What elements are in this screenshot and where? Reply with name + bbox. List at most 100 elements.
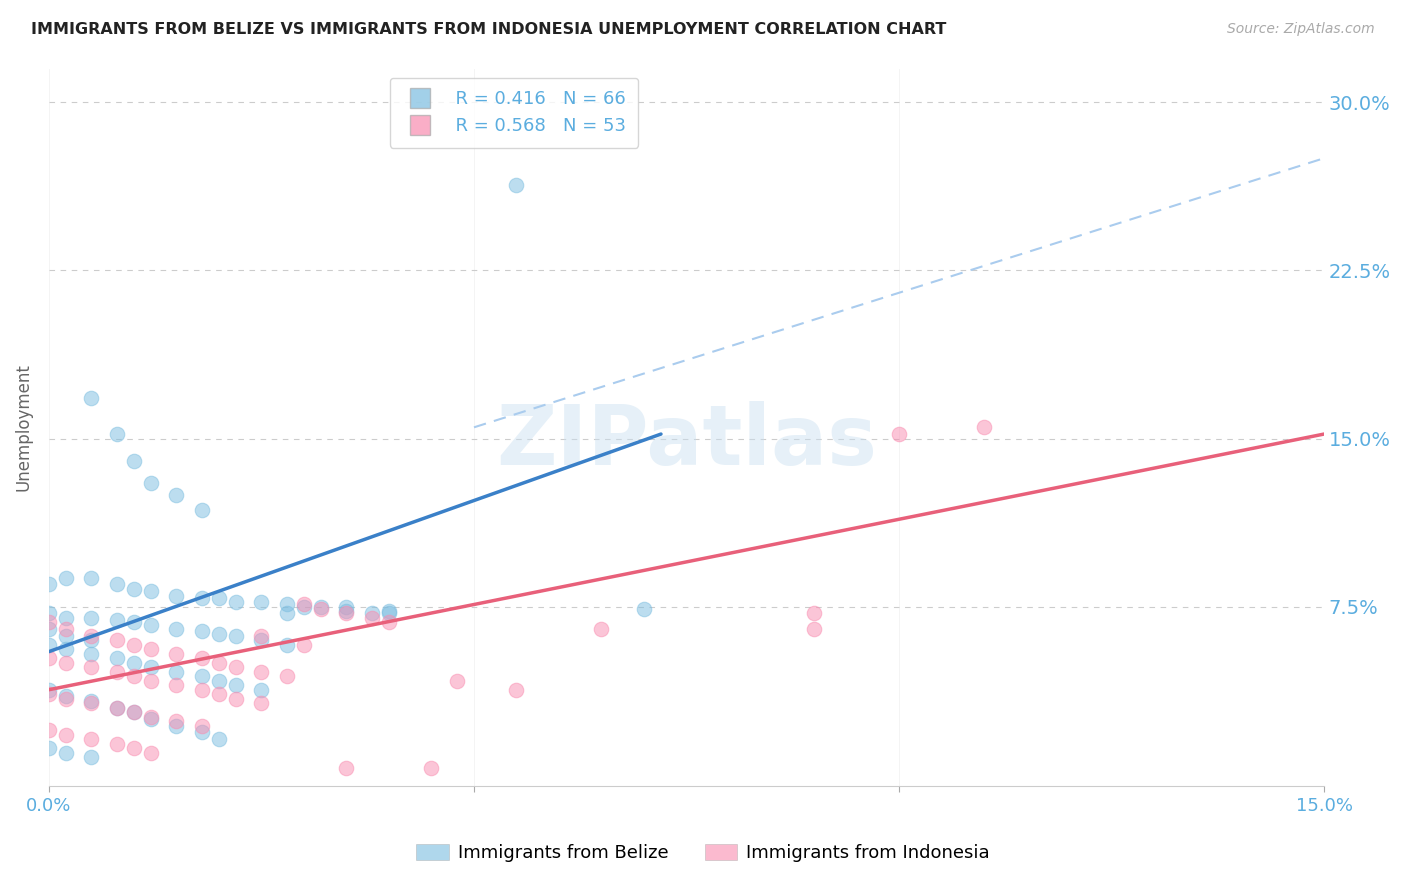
Point [122, 615, 145, 630]
Point [139, 642, 162, 657]
Point [208, 626, 231, 640]
Point [105, 613, 128, 627]
Point [80, 647, 103, 661]
Point [250, 595, 273, 609]
Point [38, 577, 60, 591]
Point [166, 718, 188, 732]
Point [208, 656, 231, 670]
Point [191, 682, 214, 697]
Point [335, 599, 357, 614]
Point [38, 651, 60, 665]
Point [139, 584, 162, 599]
Point [378, 604, 401, 618]
Point [292, 599, 315, 614]
Point [208, 732, 231, 747]
Point [105, 633, 128, 648]
Point [55, 746, 77, 760]
Point [122, 741, 145, 756]
Point [378, 615, 401, 630]
Point [105, 700, 128, 714]
Point [250, 665, 273, 679]
Point [309, 602, 332, 616]
Point [309, 599, 332, 614]
Point [361, 607, 384, 621]
Point [191, 725, 214, 739]
Point [105, 577, 128, 591]
Point [191, 503, 214, 517]
Point [80, 611, 103, 625]
Point [166, 678, 188, 692]
Point [276, 669, 298, 683]
Point [38, 607, 60, 621]
Point [166, 622, 188, 636]
Point [633, 602, 655, 616]
Point [80, 694, 103, 708]
Point [55, 622, 77, 636]
Point [335, 604, 357, 618]
Point [38, 615, 60, 630]
Point [122, 656, 145, 670]
Point [166, 647, 188, 661]
Point [55, 690, 77, 704]
Point [105, 427, 128, 442]
Point [105, 700, 128, 714]
Point [191, 669, 214, 683]
Point [122, 705, 145, 719]
Point [208, 591, 231, 605]
Point [225, 678, 247, 692]
Text: IMMIGRANTS FROM BELIZE VS IMMIGRANTS FROM INDONESIA UNEMPLOYMENT CORRELATION CHA: IMMIGRANTS FROM BELIZE VS IMMIGRANTS FRO… [31, 22, 946, 37]
Point [208, 687, 231, 701]
Point [139, 673, 162, 688]
Point [55, 611, 77, 625]
Text: ZIPatlas: ZIPatlas [496, 401, 877, 483]
Point [139, 660, 162, 674]
Point [803, 622, 825, 636]
Point [446, 673, 468, 688]
Point [292, 598, 315, 612]
Point [122, 669, 145, 683]
Point [55, 691, 77, 706]
Point [122, 705, 145, 719]
Point [105, 737, 128, 751]
Point [191, 651, 214, 665]
Point [139, 709, 162, 723]
Point [166, 714, 188, 728]
Point [191, 624, 214, 639]
Point [166, 665, 188, 679]
Point [225, 660, 247, 674]
Point [420, 761, 443, 775]
Point [250, 629, 273, 643]
Point [166, 487, 188, 501]
Point [139, 617, 162, 632]
Point [276, 607, 298, 621]
Point [250, 696, 273, 710]
Point [122, 454, 145, 468]
Point [55, 571, 77, 585]
Legend:   R = 0.416   N = 66,   R = 0.568   N = 53: R = 0.416 N = 66, R = 0.568 N = 53 [389, 78, 638, 148]
Point [80, 629, 103, 643]
Point [166, 589, 188, 603]
Point [38, 622, 60, 636]
Point [591, 622, 613, 636]
Point [276, 638, 298, 652]
Point [225, 691, 247, 706]
Point [292, 638, 315, 652]
Point [225, 595, 247, 609]
Y-axis label: Unemployment: Unemployment [15, 363, 32, 491]
Point [80, 696, 103, 710]
Point [505, 682, 527, 697]
Point [225, 629, 247, 643]
Point [250, 633, 273, 648]
Point [803, 607, 825, 621]
Point [276, 598, 298, 612]
Point [139, 746, 162, 760]
Point [139, 712, 162, 726]
Point [250, 682, 273, 697]
Point [55, 728, 77, 742]
Point [505, 178, 527, 193]
Point [122, 638, 145, 652]
Point [335, 607, 357, 621]
Point [38, 687, 60, 701]
Point [80, 732, 103, 747]
Point [38, 741, 60, 756]
